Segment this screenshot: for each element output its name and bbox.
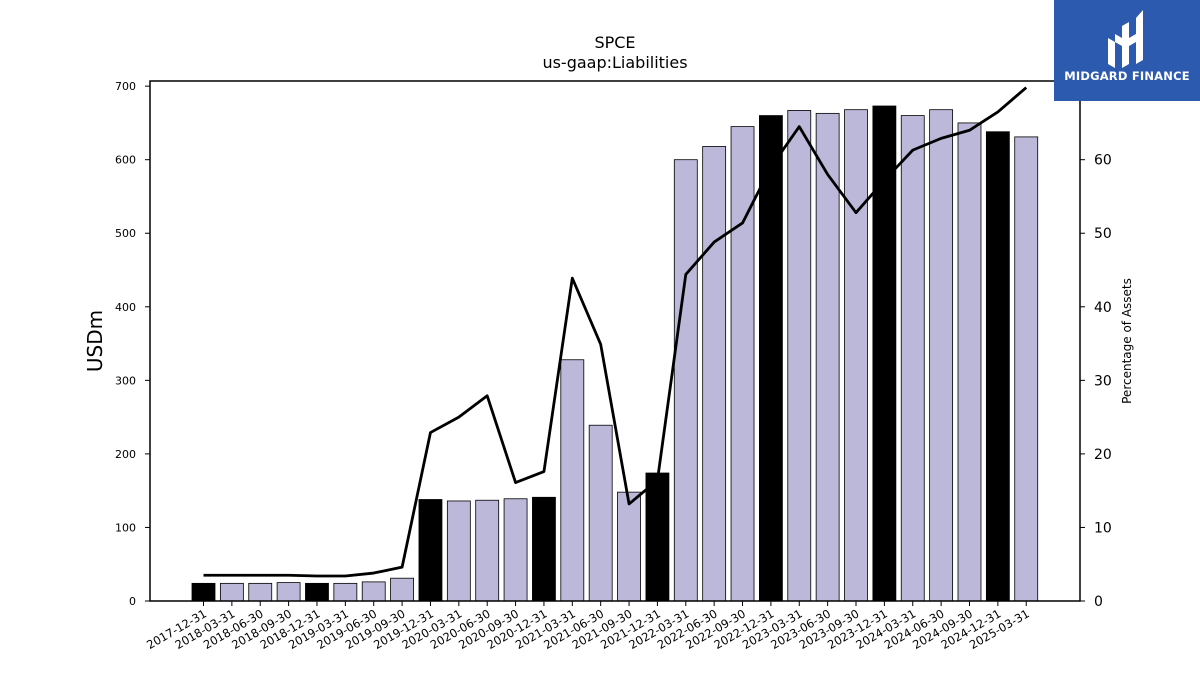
bar-2024-03-31 xyxy=(900,115,925,602)
y2-tick-label: 60 xyxy=(1094,153,1112,169)
y2-tick-label: 40 xyxy=(1094,300,1112,316)
plot-frame xyxy=(149,80,1081,602)
bar-2023-09-30 xyxy=(844,109,868,602)
bar-2019-12-31 xyxy=(418,499,443,602)
bar-2024-12-31 xyxy=(985,131,1010,602)
y2-axis-label: Percentage of Assets xyxy=(1120,278,1134,404)
bar-2019-06-30 xyxy=(361,581,386,602)
y-tick-label: 700 xyxy=(115,80,136,93)
bar-2022-03-31 xyxy=(673,159,698,602)
chart-title: SPCE xyxy=(594,33,635,52)
bar-2021-03-31 xyxy=(560,359,585,602)
bar-2021-12-31 xyxy=(645,472,670,602)
y-tick-label: 400 xyxy=(115,301,136,314)
y2-tick-label: 50 xyxy=(1094,226,1112,242)
y-axis-label: USDm xyxy=(83,310,107,372)
bar-2022-06-30 xyxy=(702,146,727,602)
bar-2020-12-31 xyxy=(532,496,556,602)
logo-mark-icon xyxy=(1108,10,1143,68)
y-tick-label: 0 xyxy=(129,595,136,608)
bar-2018-06-30 xyxy=(248,582,273,602)
y-tick-label: 200 xyxy=(115,448,136,461)
y-tick-label: 100 xyxy=(115,521,136,534)
y2-tick-label: 10 xyxy=(1094,520,1112,536)
bar-2018-09-30 xyxy=(276,582,301,602)
chart-subtitle: us-gaap:Liabilities xyxy=(542,53,687,72)
bar-2024-06-30 xyxy=(929,109,954,602)
bar-2018-03-31 xyxy=(219,582,244,602)
bar-2020-06-30 xyxy=(475,499,500,602)
bar-2019-03-31 xyxy=(333,582,358,602)
y-tick-label: 300 xyxy=(115,374,136,387)
bar-2018-12-31 xyxy=(305,582,329,602)
bar-2024-09-30 xyxy=(957,122,982,602)
bar-2020-03-31 xyxy=(446,500,471,602)
bar-2023-03-31 xyxy=(787,110,812,602)
bar-2021-09-30 xyxy=(617,491,641,602)
bar-2019-09-30 xyxy=(390,577,414,602)
midgard-finance-logo: MIDGARD FINANCE xyxy=(1054,0,1200,101)
bar-2017-12-31 xyxy=(191,582,216,602)
bar-2022-12-31 xyxy=(759,115,783,602)
bar-2022-09-30 xyxy=(730,126,755,602)
watermark-text: MIDGARD FINANCE xyxy=(1064,69,1190,83)
y-tick-label: 600 xyxy=(115,154,136,167)
bar-2020-09-30 xyxy=(503,498,528,602)
y2-tick-label: 0 xyxy=(1094,594,1103,610)
bar-2021-06-30 xyxy=(588,424,613,602)
y-tick-label: 500 xyxy=(115,227,136,240)
bar-2025-03-31 xyxy=(1014,136,1039,602)
pct-of-assets-line xyxy=(203,86,1028,578)
y2-tick-label: 30 xyxy=(1094,373,1112,389)
y2-tick-label: 20 xyxy=(1094,447,1112,463)
